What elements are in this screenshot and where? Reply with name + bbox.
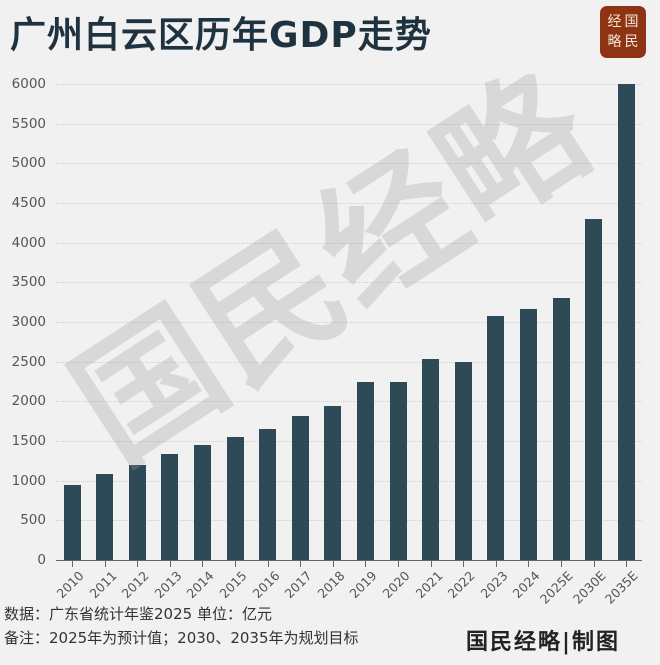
gridline [56,123,642,125]
x-axis-line [56,560,642,561]
y-tick-label: 5000 [11,155,46,172]
x-tick [626,561,628,567]
y-tick-label: 4000 [11,234,46,251]
y-tick-label: 0 [37,552,46,568]
bar-2020 [389,381,407,560]
logo-char: 国 [624,14,639,30]
y-tick-label: 1500 [11,433,46,449]
logo-char: 略 [607,34,622,50]
gridline [56,84,642,85]
x-tick [235,561,236,567]
gridline [56,322,642,323]
y-tick-label: 2000 [11,393,46,410]
bar-2018 [324,406,342,560]
gridline [56,401,642,403]
gridline [56,520,642,522]
x-tick [137,561,139,567]
x-tick [169,561,171,567]
x-tick [430,561,432,567]
bar-2024 [519,309,537,560]
bar-2025E [552,298,570,560]
bar-2017 [291,416,309,560]
gridline [56,361,642,363]
y-tick-label: 3000 [11,314,46,330]
remark-note: 备注：2025年为预计值；2030、2035年为规划目标 [4,629,359,647]
x-tick [463,561,465,567]
y-tick-label: 1000 [11,472,46,489]
y-tick-label: 4500 [11,195,46,211]
x-tick [398,561,399,567]
gridline [56,203,642,204]
gridline [56,242,642,244]
bar-2030E [585,218,603,560]
y-tick-label: 3500 [11,274,46,291]
x-tick [528,561,530,567]
y-tick-label: 2500 [11,353,46,370]
logo-char: 经 [607,14,622,30]
x-tick [72,561,73,567]
logo-char: 民 [624,34,639,50]
bar-chart: 0 500 1000 1500 2000 2500 3000 3500 4000 4500 5000… [11,76,642,607]
bar-2010 [63,485,81,560]
y-tick-label: 5500 [11,115,46,132]
x-tick [495,561,497,567]
bar-2013 [161,454,179,560]
gridline [56,480,642,482]
bar-2021 [422,359,440,560]
bar-2015 [226,437,244,560]
x-tick [104,561,106,567]
x-tick [365,561,367,567]
x-tick [267,561,269,567]
bar-2023 [487,316,505,560]
x-tick [561,561,562,567]
y-tick-label: 6000 [11,76,46,92]
x-tick [202,561,204,567]
gridline [56,282,642,284]
x-tick [593,561,595,567]
gridline [56,441,642,442]
source-note: 数据：广东省统计年鉴2025 单位：亿元 [4,605,272,623]
gridline [56,163,642,165]
bar-2011 [96,474,114,560]
y-tick-label: 500 [20,512,46,529]
brand-logo: 经 国 略 民 [600,6,646,58]
x-tick [300,561,302,567]
chart-title: 广州白云区历年GDP走势 [10,15,432,56]
x-tick [332,561,334,567]
bar-2035E [617,84,635,560]
bar-2014 [193,445,211,560]
brand-credit: 国民经略|制图 [466,629,621,655]
bar-2012 [128,465,146,560]
bar-2022 [454,361,472,560]
bar-2019 [356,382,374,560]
bar-2016 [259,429,277,560]
